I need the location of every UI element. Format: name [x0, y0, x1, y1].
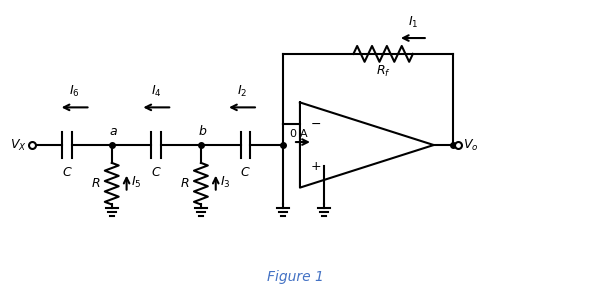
- Text: $R_f$: $R_f$: [376, 64, 391, 79]
- Text: $b$: $b$: [198, 124, 208, 138]
- Text: $a$: $a$: [109, 125, 118, 138]
- Text: $I_2$: $I_2$: [237, 84, 247, 99]
- Text: $+$: $+$: [310, 160, 321, 173]
- Text: $C$: $C$: [62, 166, 73, 179]
- Text: $0$ A: $0$ A: [289, 127, 309, 139]
- Text: $I_3$: $I_3$: [219, 175, 230, 190]
- Text: $-$: $-$: [310, 117, 321, 130]
- Text: $C$: $C$: [151, 166, 162, 179]
- Text: $R$: $R$: [181, 177, 190, 190]
- Text: $I_1$: $I_1$: [408, 15, 418, 30]
- Text: $I_6$: $I_6$: [69, 84, 80, 99]
- Text: $C$: $C$: [240, 166, 251, 179]
- Text: $I_5$: $I_5$: [130, 175, 141, 190]
- Text: Figure 1: Figure 1: [267, 270, 323, 284]
- Text: $V_o$: $V_o$: [463, 137, 479, 153]
- Text: $V_X$: $V_X$: [10, 137, 27, 153]
- Text: $R$: $R$: [91, 177, 101, 190]
- Text: $I_4$: $I_4$: [151, 84, 162, 99]
